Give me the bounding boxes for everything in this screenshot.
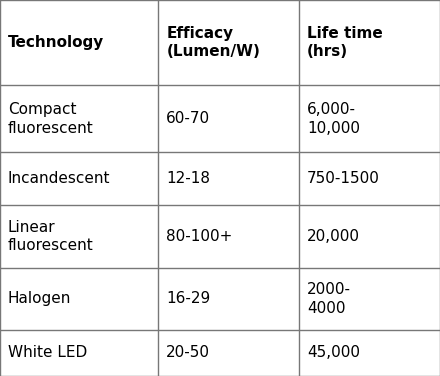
Text: 80-100+: 80-100+ — [166, 229, 233, 244]
Text: 45,000: 45,000 — [307, 346, 360, 361]
Text: Compact
fluorescent: Compact fluorescent — [8, 102, 94, 136]
Text: 20-50: 20-50 — [166, 346, 210, 361]
Text: Linear
fluorescent: Linear fluorescent — [8, 220, 94, 253]
Text: Life time
(hrs): Life time (hrs) — [307, 26, 383, 59]
Text: White LED: White LED — [8, 346, 87, 361]
Text: 16-29: 16-29 — [166, 291, 211, 306]
Text: 2000-
4000: 2000- 4000 — [307, 282, 351, 315]
Text: Incandescent: Incandescent — [8, 171, 110, 186]
Text: Technology: Technology — [8, 35, 104, 50]
Text: 750-1500: 750-1500 — [307, 171, 380, 186]
Text: Halogen: Halogen — [8, 291, 71, 306]
Text: 6,000-
10,000: 6,000- 10,000 — [307, 102, 360, 136]
Text: 60-70: 60-70 — [166, 111, 210, 126]
Text: 12-18: 12-18 — [166, 171, 210, 186]
Text: Efficacy
(Lumen/W): Efficacy (Lumen/W) — [166, 26, 260, 59]
Text: 20,000: 20,000 — [307, 229, 360, 244]
